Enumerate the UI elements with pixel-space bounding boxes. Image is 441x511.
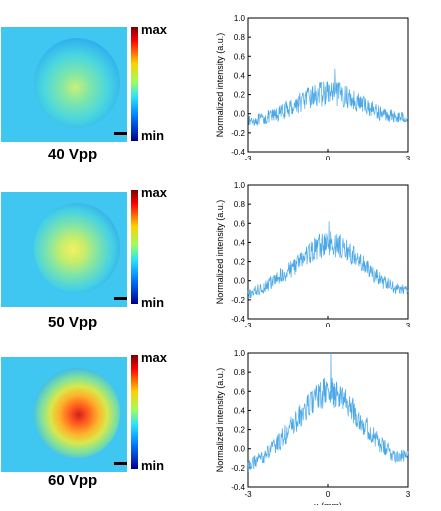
scale-bar bbox=[114, 462, 127, 465]
x-tick-label: 3 bbox=[406, 322, 410, 327]
intensity-profile-line bbox=[247, 221, 409, 299]
voltage-label-2: 50 Vpp bbox=[48, 314, 98, 331]
y-tick-label: -0.2 bbox=[231, 296, 245, 305]
colorbar-min-label: min bbox=[141, 295, 165, 310]
y-tick-label: 0.6 bbox=[234, 219, 246, 228]
colorbar-max-label: max bbox=[141, 185, 168, 200]
intensity-map-3 bbox=[1, 357, 127, 472]
y-tick-label: 0.2 bbox=[234, 426, 246, 435]
x-tick-label: 0 bbox=[326, 490, 331, 499]
y-tick-label: 0.4 bbox=[234, 238, 246, 247]
y-tick-label: 0.0 bbox=[234, 110, 246, 119]
colorbar-2 bbox=[131, 190, 138, 304]
scale-bar bbox=[114, 132, 127, 135]
x-tick-label: -3 bbox=[244, 490, 252, 499]
colorbar-max-label: max bbox=[141, 22, 168, 37]
y-tick-label: 1.0 bbox=[234, 349, 246, 358]
beam-spot bbox=[34, 38, 120, 128]
x-tick-label: -3 bbox=[244, 155, 252, 160]
y-tick-label: -0.4 bbox=[231, 315, 245, 324]
beam-spot bbox=[34, 368, 120, 458]
x-tick-label: -3 bbox=[244, 322, 252, 327]
y-axis-label: Normalized intensity (a.u.) bbox=[215, 200, 225, 305]
y-tick-label: 0.8 bbox=[234, 33, 246, 42]
y-tick-label: -0.2 bbox=[231, 129, 245, 138]
y-tick-label: 0.8 bbox=[234, 368, 246, 377]
voltage-label-3: 60 Vpp bbox=[48, 472, 98, 489]
x-tick-label: 0 bbox=[326, 322, 331, 327]
x-tick-label: 0 bbox=[326, 155, 331, 160]
scale-bar bbox=[114, 297, 127, 300]
intensity-map-1 bbox=[1, 27, 127, 142]
colorbar-min-label: min bbox=[141, 128, 165, 143]
x-axis-label: x (mm) bbox=[314, 501, 342, 505]
x-tick-label: 3 bbox=[406, 490, 410, 499]
colorbar-3 bbox=[131, 355, 138, 469]
y-tick-label: -0.4 bbox=[231, 483, 245, 492]
y-tick-label: 1.0 bbox=[234, 181, 246, 190]
intensity-profile-line bbox=[247, 352, 409, 472]
y-axis-label: Normalized intensity (a.u.) bbox=[215, 33, 225, 138]
y-tick-label: -0.2 bbox=[231, 464, 245, 473]
intensity-profile-chart-2: -0.4 -0.2 0.0 0.2 0.4 0.6 0.8 1.0 -3 0 3 Normalized… bbox=[215, 181, 410, 327]
y-tick-label: 0.0 bbox=[234, 445, 246, 454]
y-tick-label: 1.0 bbox=[234, 14, 246, 23]
y-tick-label: -0.4 bbox=[231, 148, 245, 157]
y-axis-label: Normalized intensity (a.u.) bbox=[215, 368, 225, 473]
y-tick-label: 0.6 bbox=[234, 387, 246, 396]
voltage-label-1: 40 Vpp bbox=[48, 146, 98, 163]
colorbar-min-label: min bbox=[141, 458, 165, 473]
beam-spot bbox=[34, 203, 120, 293]
y-tick-label: 0.2 bbox=[234, 91, 246, 100]
x-tick-label: 3 bbox=[406, 155, 410, 160]
intensity-profile-line bbox=[247, 68, 408, 127]
plot-frame bbox=[247, 184, 409, 320]
colorbar-1 bbox=[131, 27, 138, 141]
y-tick-label: 0.8 bbox=[234, 200, 246, 209]
intensity-profile-chart-3: -0.4 -0.2 0.0 0.2 0.4 0.6 0.8 1.0 -3 0 3 Normalized… bbox=[215, 349, 410, 505]
y-tick-label: 0.4 bbox=[234, 71, 246, 80]
y-tick-label: 0.2 bbox=[234, 258, 246, 267]
colorbar-max-label: max bbox=[141, 350, 168, 365]
y-tick-label: 0.6 bbox=[234, 52, 246, 61]
intensity-map-2 bbox=[1, 192, 127, 307]
y-tick-label: 0.4 bbox=[234, 406, 246, 415]
plot-frame bbox=[247, 352, 409, 488]
y-tick-label: 0.0 bbox=[234, 277, 246, 286]
intensity-profile-chart-1: -0.4 -0.2 0.0 0.2 0.4 0.6 0.8 1.0 -3 0 3 Normalized… bbox=[215, 14, 410, 160]
